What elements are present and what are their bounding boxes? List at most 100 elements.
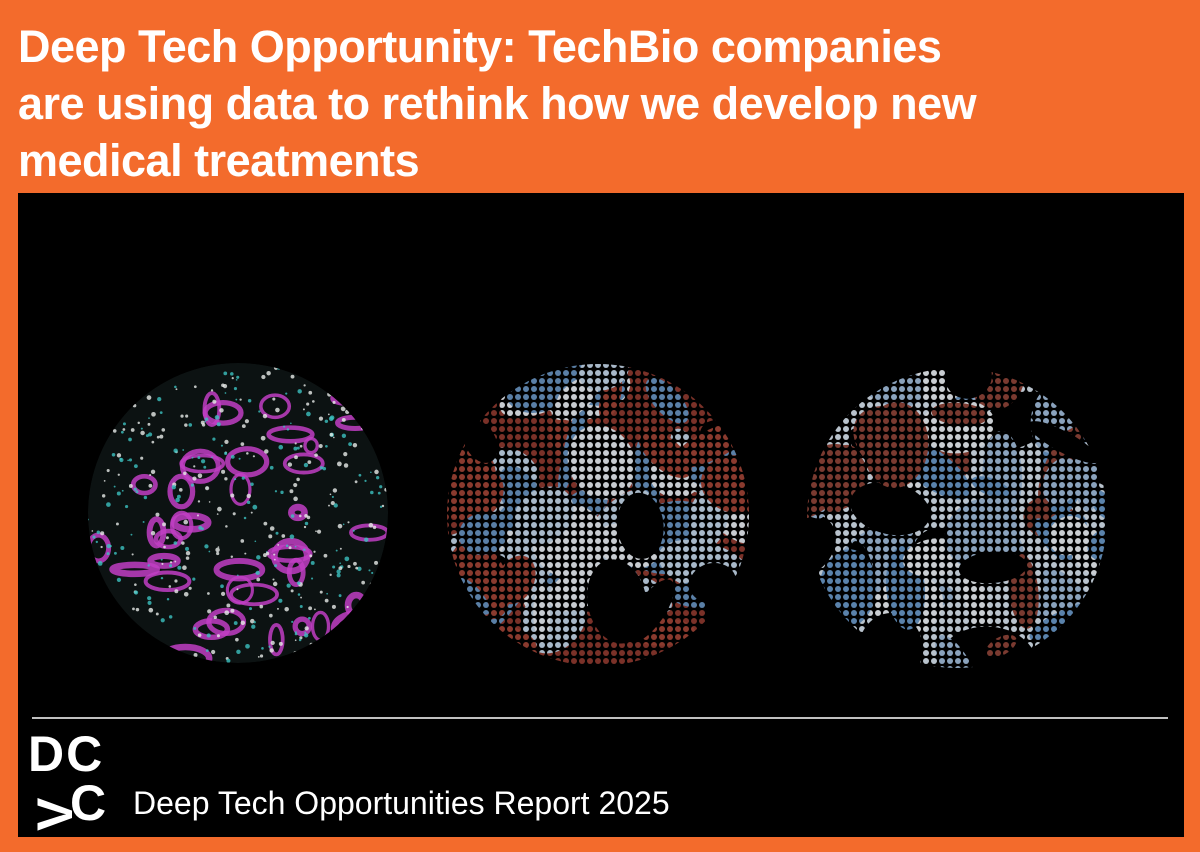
texture bbox=[122, 422, 126, 426]
texture bbox=[364, 479, 367, 483]
texture bbox=[216, 422, 221, 427]
texture bbox=[233, 387, 238, 391]
texture bbox=[200, 459, 206, 464]
texture bbox=[341, 641, 345, 645]
texture bbox=[130, 651, 133, 654]
texture bbox=[1103, 420, 1107, 490]
texture bbox=[269, 648, 274, 653]
texture bbox=[304, 521, 309, 526]
texture bbox=[252, 455, 255, 458]
texture bbox=[294, 639, 297, 642]
logo-v: V bbox=[27, 797, 83, 831]
texture bbox=[271, 537, 311, 575]
texture bbox=[174, 589, 179, 594]
texture bbox=[96, 611, 102, 616]
texture bbox=[151, 440, 155, 444]
texture bbox=[347, 521, 350, 524]
texture bbox=[340, 406, 346, 412]
texture bbox=[241, 424, 246, 429]
texture bbox=[226, 603, 231, 608]
texture bbox=[381, 504, 385, 508]
texture bbox=[1048, 516, 1089, 556]
texture bbox=[230, 493, 235, 498]
texture bbox=[325, 444, 328, 448]
texture bbox=[259, 654, 264, 658]
texture bbox=[962, 567, 991, 634]
texture bbox=[168, 615, 173, 619]
texture bbox=[147, 600, 152, 605]
texture bbox=[197, 456, 201, 460]
texture bbox=[234, 478, 237, 481]
texture bbox=[123, 384, 129, 389]
texture bbox=[298, 638, 302, 642]
texture bbox=[95, 412, 100, 417]
texture bbox=[225, 575, 254, 605]
texture bbox=[349, 396, 353, 400]
texture bbox=[127, 396, 131, 400]
texture bbox=[374, 560, 379, 565]
texture bbox=[133, 590, 139, 595]
texture bbox=[971, 476, 1011, 498]
texture bbox=[355, 566, 359, 570]
texture bbox=[330, 501, 335, 506]
texture bbox=[318, 443, 323, 449]
texture bbox=[145, 434, 149, 438]
texture bbox=[289, 534, 295, 540]
texture bbox=[166, 597, 170, 601]
texture bbox=[169, 510, 194, 541]
texture bbox=[269, 526, 275, 531]
texture bbox=[155, 512, 160, 517]
spatial-map-2 bbox=[807, 368, 1107, 668]
texture bbox=[285, 392, 288, 395]
texture bbox=[224, 439, 229, 445]
texture bbox=[306, 402, 310, 406]
texture bbox=[174, 385, 177, 389]
texture bbox=[290, 374, 295, 379]
texture bbox=[290, 422, 292, 425]
texture bbox=[131, 553, 134, 556]
texture bbox=[329, 573, 332, 576]
texture bbox=[208, 501, 211, 503]
texture bbox=[233, 621, 238, 625]
texture bbox=[140, 427, 143, 430]
texture bbox=[216, 634, 220, 638]
texture bbox=[303, 525, 307, 529]
texture bbox=[111, 614, 114, 617]
texture bbox=[162, 522, 167, 527]
texture bbox=[299, 514, 302, 518]
texture bbox=[329, 654, 332, 657]
texture bbox=[205, 486, 210, 491]
texture bbox=[88, 518, 89, 521]
texture bbox=[266, 370, 271, 376]
texture bbox=[224, 610, 230, 616]
texture bbox=[357, 566, 362, 572]
texture bbox=[88, 650, 92, 655]
texture bbox=[304, 513, 308, 518]
texture bbox=[328, 416, 334, 422]
texture bbox=[348, 442, 353, 447]
texture bbox=[319, 590, 323, 594]
texture bbox=[240, 442, 245, 446]
report-name: Deep Tech Opportunities Report 2025 bbox=[133, 785, 670, 821]
texture bbox=[150, 469, 156, 475]
texture bbox=[229, 582, 279, 607]
texture bbox=[278, 598, 283, 603]
texture bbox=[197, 633, 202, 637]
texture bbox=[116, 491, 121, 496]
texture bbox=[296, 446, 300, 450]
logo-top: DC bbox=[28, 726, 104, 782]
texture bbox=[142, 521, 145, 523]
texture bbox=[982, 431, 1023, 520]
texture bbox=[689, 562, 737, 604]
texture bbox=[102, 596, 105, 600]
texture bbox=[371, 571, 374, 575]
texture bbox=[286, 583, 291, 588]
texture bbox=[120, 546, 125, 551]
texture bbox=[275, 531, 279, 535]
texture bbox=[332, 635, 338, 640]
texture bbox=[122, 428, 126, 431]
texture bbox=[148, 417, 150, 420]
texture bbox=[360, 390, 365, 395]
texture bbox=[92, 596, 97, 601]
texture bbox=[177, 565, 182, 570]
